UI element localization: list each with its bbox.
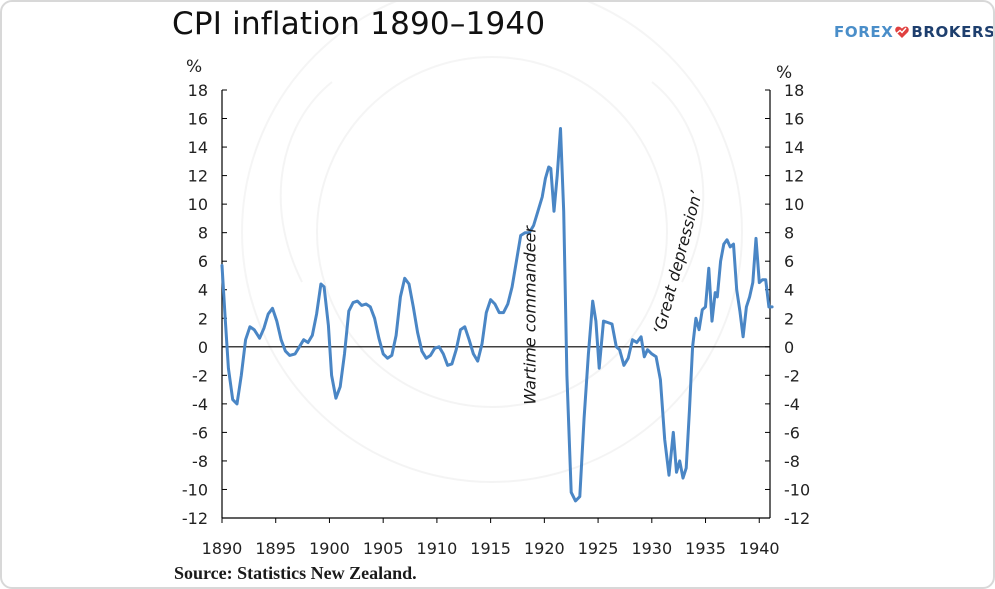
- y-tick-label-right: 14: [784, 138, 804, 157]
- x-tick-label: 1915: [470, 539, 511, 558]
- y-tick-label-right: 4: [784, 281, 794, 300]
- source-note: Source: Statistics New Zealand.: [174, 563, 417, 583]
- chart-annotation: ‘Great depression’: [649, 188, 706, 337]
- y-tick-label-right: 18: [784, 81, 804, 100]
- y-tick-label-right: 0: [784, 338, 794, 357]
- logo-text-brokers: BROKERS: [911, 23, 995, 41]
- y-tick-label-right: -4: [784, 395, 800, 414]
- y-tick-label-right: 12: [784, 167, 804, 186]
- x-tick-label: 1895: [255, 539, 296, 558]
- y-tick-label-right: 16: [784, 110, 804, 129]
- x-tick-label: 1925: [578, 539, 619, 558]
- y-tick-label-right: 6: [784, 252, 794, 271]
- y-tick-label-left: 16: [188, 110, 208, 129]
- heart-chart-icon: [894, 24, 910, 40]
- forex-brokers-logo: FOREX BROKERS: [834, 23, 995, 41]
- y-tick-label-left: -8: [192, 452, 208, 471]
- y-tick-label-right: -6: [784, 423, 800, 442]
- y-tick-label-left: 0: [198, 338, 208, 357]
- y-tick-label-left: -10: [182, 480, 208, 499]
- x-tick-label: 1910: [417, 539, 458, 558]
- x-tick-label: 1935: [685, 539, 726, 558]
- y-tick-label-right: 8: [784, 224, 794, 243]
- right-axis-unit: %: [776, 63, 792, 83]
- y-tick-label-left: 18: [188, 81, 208, 100]
- y-tick-label-left: 12: [188, 167, 208, 186]
- y-tick-label-left: -4: [192, 395, 208, 414]
- cpi-series-line: [220, 127, 774, 503]
- chart-annotation: Wartime commandeer: [521, 225, 540, 405]
- y-tick-label-left: 2: [198, 309, 208, 328]
- y-tick-label-left: 4: [198, 281, 208, 300]
- y-tick-label-left: -12: [182, 509, 208, 528]
- y-tick-label-right: -12: [784, 509, 810, 528]
- x-tick-label: 1900: [309, 539, 350, 558]
- y-tick-label-right: -2: [784, 366, 800, 385]
- y-tick-label-left: -2: [192, 366, 208, 385]
- y-tick-label-left: 10: [188, 195, 208, 214]
- logo-text-forex: FOREX: [834, 23, 894, 41]
- y-tick-label-left: 14: [188, 138, 208, 157]
- x-tick-label: 1920: [524, 539, 565, 558]
- x-tick-label: 1930: [631, 539, 672, 558]
- x-tick-label: 1905: [363, 539, 404, 558]
- watermark-logo: [241, 2, 743, 483]
- y-tick-label-right: -10: [784, 480, 810, 499]
- x-tick-label: 1890: [202, 539, 243, 558]
- y-tick-label-left: 8: [198, 224, 208, 243]
- y-tick-label-right: -8: [784, 452, 800, 471]
- y-tick-label-right: 2: [784, 309, 794, 328]
- y-tick-label-right: 10: [784, 195, 804, 214]
- x-tick-label: 1940: [739, 539, 780, 558]
- y-tick-label-left: 6: [198, 252, 208, 271]
- left-axis-unit: %: [186, 57, 202, 77]
- chart-title: CPI inflation 1890–1940: [172, 6, 546, 42]
- y-tick-label-left: -6: [192, 423, 208, 442]
